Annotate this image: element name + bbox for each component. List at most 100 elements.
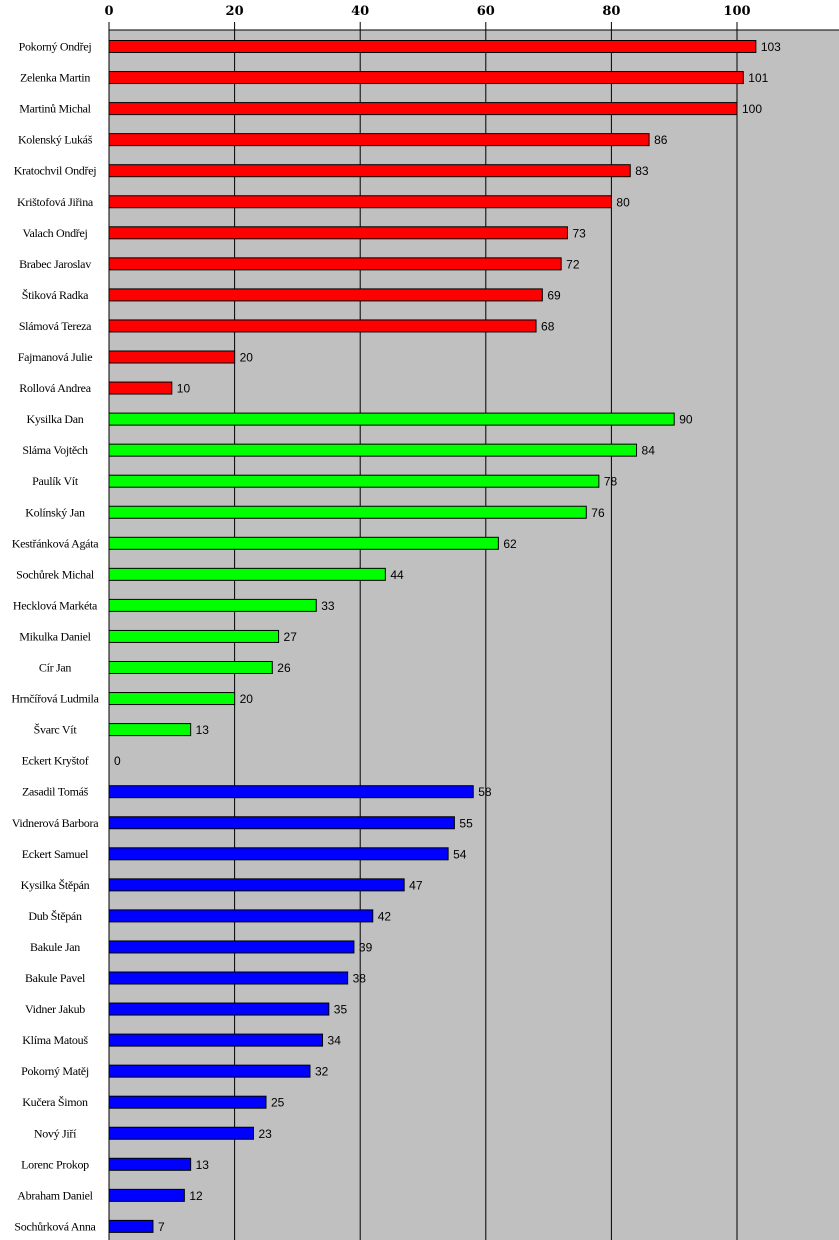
value-label: 62 bbox=[503, 537, 517, 551]
bar bbox=[108, 164, 631, 178]
bar bbox=[108, 661, 273, 674]
x-tick-label: 20 bbox=[226, 4, 244, 19]
category-label: Švarc Vít bbox=[34, 723, 78, 737]
value-label: 83 bbox=[635, 164, 649, 178]
bar bbox=[108, 909, 374, 923]
x-tick-label: 100 bbox=[723, 4, 750, 19]
bar bbox=[108, 723, 192, 737]
value-label: 13 bbox=[196, 1158, 210, 1172]
value-label: 33 bbox=[321, 599, 335, 613]
bar bbox=[108, 692, 236, 706]
x-tick-label: 60 bbox=[477, 4, 495, 19]
category-label: Vidner Jakub bbox=[25, 1002, 85, 1016]
x-tick-label: 0 bbox=[104, 4, 113, 19]
x-tick-label: 40 bbox=[351, 4, 369, 19]
value-label: 35 bbox=[334, 1003, 348, 1017]
bar bbox=[108, 443, 638, 457]
bar bbox=[108, 412, 675, 426]
value-label: 78 bbox=[604, 475, 618, 489]
category-label: Kysilka Štěpán bbox=[21, 878, 90, 892]
bar bbox=[108, 133, 650, 147]
bar bbox=[108, 971, 349, 985]
value-label: 20 bbox=[240, 351, 254, 365]
value-label: 58 bbox=[478, 785, 492, 799]
value-label: 12 bbox=[189, 1189, 203, 1203]
bar bbox=[108, 1064, 311, 1078]
value-label: 101 bbox=[748, 71, 768, 85]
bar bbox=[108, 1002, 330, 1016]
bar bbox=[108, 1095, 267, 1109]
bar bbox=[108, 785, 474, 799]
value-label: 90 bbox=[679, 413, 693, 427]
category-label: Kysilka Dan bbox=[26, 412, 83, 426]
value-label: 39 bbox=[359, 940, 373, 954]
category-label: Sochůrková Anna bbox=[14, 1219, 96, 1233]
bar bbox=[108, 288, 543, 302]
category-label: Rollová Andrea bbox=[19, 381, 91, 395]
value-label: 42 bbox=[378, 909, 392, 923]
category-label: Štiková Radka bbox=[22, 288, 89, 302]
category-label: Bakule Pavel bbox=[25, 971, 86, 985]
bar bbox=[108, 40, 757, 53]
category-label: Eckert Samuel bbox=[22, 847, 89, 861]
bar bbox=[108, 878, 405, 892]
value-label: 13 bbox=[196, 723, 210, 737]
bar bbox=[108, 1033, 324, 1047]
value-label: 72 bbox=[566, 257, 580, 271]
category-label: Klíma Matouš bbox=[22, 1033, 88, 1047]
value-label: 103 bbox=[761, 40, 781, 54]
value-label: 25 bbox=[271, 1096, 285, 1110]
value-label: 100 bbox=[742, 102, 762, 116]
bar bbox=[108, 536, 499, 550]
category-label: Hrnčířová Ludmila bbox=[11, 692, 99, 706]
value-label: 23 bbox=[258, 1127, 272, 1141]
bar bbox=[108, 567, 386, 581]
category-label: Vidnerová Barbora bbox=[12, 816, 99, 830]
bar bbox=[108, 226, 568, 240]
bar bbox=[108, 505, 587, 519]
bar bbox=[108, 1188, 185, 1202]
value-label: 73 bbox=[572, 226, 586, 240]
bar bbox=[108, 847, 449, 861]
category-label: Dub Štěpán bbox=[28, 909, 82, 923]
bar bbox=[108, 1157, 192, 1171]
value-label: 55 bbox=[459, 816, 473, 830]
value-label: 76 bbox=[591, 506, 605, 520]
category-label: Nový Jiří bbox=[34, 1126, 77, 1140]
category-label: Paulík Vít bbox=[32, 474, 79, 488]
value-label: 10 bbox=[177, 382, 191, 396]
bar bbox=[108, 381, 173, 395]
category-label: Pokorný Matěj bbox=[21, 1064, 89, 1078]
category-label: Sláma Vojtěch bbox=[22, 443, 88, 457]
category-label: Krištofová Jiřina bbox=[17, 195, 94, 209]
category-label: Zelenka Martin bbox=[20, 71, 90, 85]
category-label: Lorenc Prokop bbox=[21, 1157, 89, 1171]
x-tick-label: 80 bbox=[602, 4, 620, 19]
value-label: 86 bbox=[654, 133, 668, 147]
bar bbox=[108, 257, 562, 271]
bar bbox=[108, 940, 355, 954]
value-label: 84 bbox=[642, 444, 656, 458]
category-label: Martinů Michal bbox=[19, 102, 91, 116]
category-label: Sochůrek Michal bbox=[16, 567, 95, 581]
bar bbox=[108, 598, 317, 612]
category-label: Bakule Jan bbox=[30, 940, 80, 954]
category-label: Eckert Kryštof bbox=[22, 754, 89, 768]
category-label: Slámová Tereza bbox=[19, 319, 92, 333]
bar bbox=[108, 629, 280, 643]
category-label: Pokorný Ondřej bbox=[19, 40, 92, 54]
bar bbox=[108, 195, 612, 209]
category-label: Hecklová Markéta bbox=[13, 598, 98, 612]
value-label: 20 bbox=[240, 692, 254, 706]
category-label: Brabec Jaroslav bbox=[19, 257, 91, 271]
category-label: Kučera Šimon bbox=[22, 1095, 88, 1109]
category-label: Kestřánková Agáta bbox=[12, 536, 100, 550]
category-label: Fajmanová Julie bbox=[18, 350, 93, 364]
value-label: 7 bbox=[158, 1220, 165, 1234]
category-label: Valach Ondřej bbox=[22, 226, 87, 240]
bar bbox=[108, 474, 600, 488]
value-label: 26 bbox=[277, 661, 291, 675]
value-label: 27 bbox=[284, 630, 298, 644]
value-label: 32 bbox=[315, 1065, 329, 1079]
